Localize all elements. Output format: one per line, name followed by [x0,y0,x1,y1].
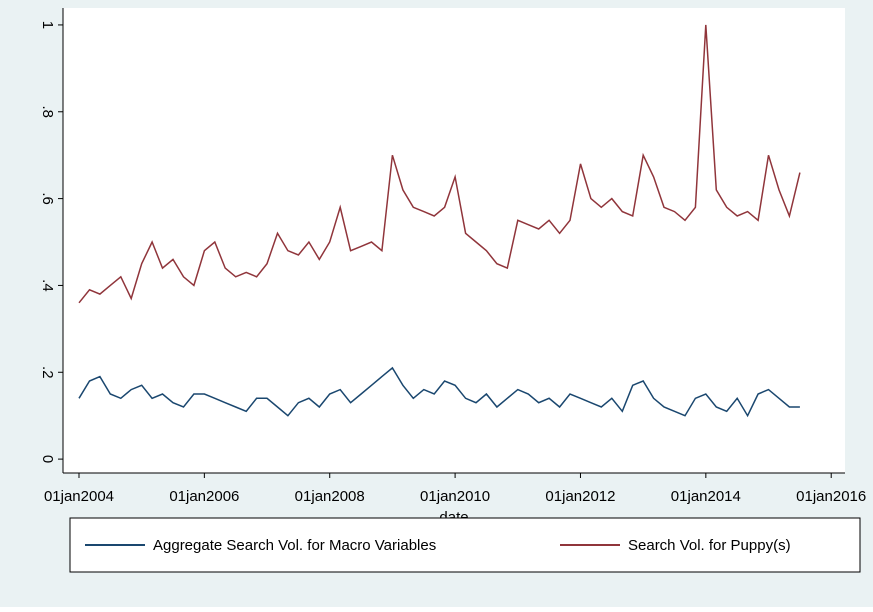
y-tick-label: .8 [39,106,56,119]
x-tick-label: 01jan2004 [44,488,114,505]
x-tick-label: 01jan2006 [169,488,239,505]
legend-label: Aggregate Search Vol. for Macro Variable… [153,537,436,554]
y-tick-label: 1 [39,21,56,29]
x-tick-label: 01jan2010 [420,488,490,505]
legend [69,517,861,573]
legend-label: Search Vol. for Puppy(s) [628,537,791,554]
y-tick-label: .2 [39,366,56,379]
x-tick-label: 01jan2016 [796,488,866,505]
plot-area [63,8,845,473]
x-tick-label: 01jan2008 [295,488,365,505]
y-tick-label: 0 [39,455,56,463]
y-tick-label: .6 [39,192,56,205]
series-line [78,24,801,304]
x-tick-label: 01jan2012 [545,488,615,505]
series-line [78,366,800,418]
x-tick-label: 01jan2014 [671,488,741,505]
y-tick-label: .4 [39,279,56,292]
